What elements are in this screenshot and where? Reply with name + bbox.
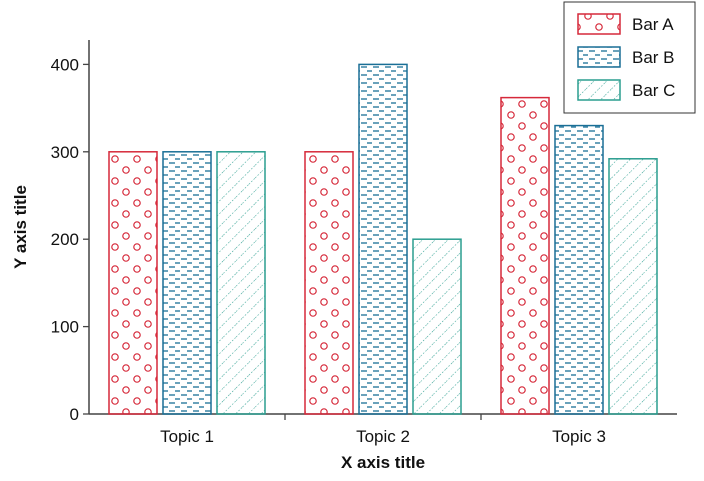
bars: [108, 63, 658, 415]
x-tick-label: Topic 1: [160, 427, 214, 446]
legend-swatch: [577, 46, 621, 68]
legend-label: Bar A: [632, 15, 674, 34]
y-axis-ticks: 0 100 200 300 400: [51, 55, 89, 424]
bar-bar-c: [412, 238, 462, 415]
legend-swatch: [577, 13, 621, 35]
y-tick-label: 300: [51, 143, 79, 162]
bar-bar-b: [358, 63, 408, 415]
y-tick-label: 100: [51, 318, 79, 337]
legend-swatch: [577, 79, 621, 101]
bar-bar-c: [608, 158, 658, 415]
legend: Bar A Bar B Bar C: [563, 1, 696, 114]
y-tick-label: 400: [51, 55, 79, 74]
x-axis-title: X axis title: [341, 453, 425, 472]
x-tick-label: Topic 2: [356, 427, 410, 446]
bar-bar-b: [162, 151, 212, 415]
y-tick-label: 0: [70, 405, 79, 424]
bar-bar-a: [304, 151, 354, 415]
x-axis-ticks: Topic 1 Topic 2 Topic 3: [160, 414, 606, 446]
bar-bar-b: [554, 124, 604, 415]
x-tick-label: Topic 3: [552, 427, 606, 446]
legend-label: Bar C: [632, 81, 675, 100]
legend-label: Bar B: [632, 48, 675, 67]
bar-bar-a: [500, 96, 550, 415]
y-tick-label: 200: [51, 230, 79, 249]
bar-bar-a: [108, 151, 158, 415]
plot-area: 0 100 200 300 400 Topic 1 Topic 2 Topic 3: [51, 40, 677, 446]
bar-bar-c: [216, 151, 266, 415]
y-axis-title: Y axis title: [11, 185, 30, 269]
